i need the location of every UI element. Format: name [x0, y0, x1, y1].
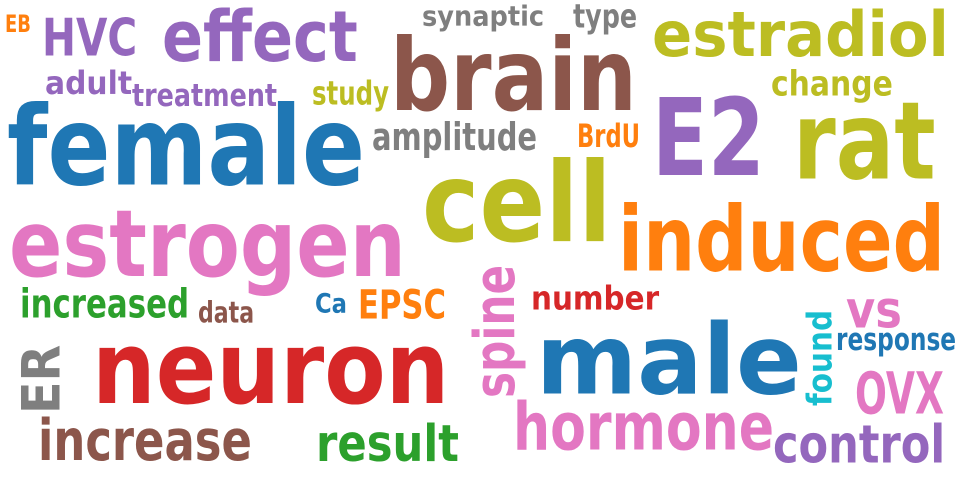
word-female: female: [7, 82, 366, 211]
word-change: change: [771, 62, 893, 104]
word-increased: increased: [20, 280, 190, 328]
word-number: number: [531, 279, 660, 318]
word-e2: E2: [652, 75, 765, 201]
word-control: control: [773, 413, 946, 476]
word-data: data: [198, 295, 255, 330]
word-hvc: HVC: [42, 7, 138, 69]
word-spine: spine: [461, 264, 528, 398]
word-adult: adult: [45, 64, 133, 102]
word-male: male: [536, 303, 802, 417]
word-brain: brain: [390, 17, 637, 134]
word-rat: rat: [793, 78, 936, 205]
word-vs: vs: [846, 279, 902, 341]
word-effect: effect: [162, 0, 358, 78]
word-estrogen: estrogen: [9, 189, 406, 299]
word-synaptic: synaptic: [422, 0, 545, 33]
word-hormone: hormone: [513, 388, 775, 466]
word-found: found: [799, 309, 840, 406]
word-result: result: [316, 413, 459, 474]
word-ca: Ca: [315, 287, 347, 320]
word-amplitude: amplitude: [372, 114, 538, 160]
word-epsc: EPSC: [358, 281, 447, 329]
word-neuron: neuron: [92, 308, 450, 428]
word-induced: induced: [618, 186, 945, 293]
word-brdu: BrdU: [577, 117, 641, 155]
word-cell: cell: [422, 138, 612, 268]
word-study: study: [312, 74, 390, 113]
word-ovx: OVX: [855, 359, 944, 428]
word-type: type: [573, 0, 638, 36]
word-response: response: [836, 321, 957, 358]
word-er: ER: [10, 344, 73, 414]
word-estradiol: estradiol: [652, 0, 949, 71]
word-treatment: treatment: [132, 77, 278, 114]
word-increase: increase: [38, 406, 252, 474]
word-eb: EB: [5, 9, 31, 38]
